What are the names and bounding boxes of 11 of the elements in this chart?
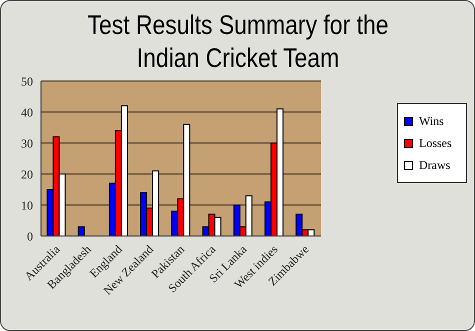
bar xyxy=(78,226,85,236)
y-tick-label: 50 xyxy=(21,74,33,88)
legend-label: Draws xyxy=(419,158,450,172)
legend-label: Losses xyxy=(419,136,452,150)
y-tick-label: 10 xyxy=(21,198,33,212)
y-tick-label: 30 xyxy=(21,136,33,150)
y-tick-label: 20 xyxy=(21,167,33,182)
legend-label: Wins xyxy=(419,114,444,128)
y-tick-label: 40 xyxy=(21,105,33,120)
chart-title: Test Results Summary for the Indian Cricket Team xyxy=(86,9,389,75)
y-tick-label: 0 xyxy=(27,229,33,244)
